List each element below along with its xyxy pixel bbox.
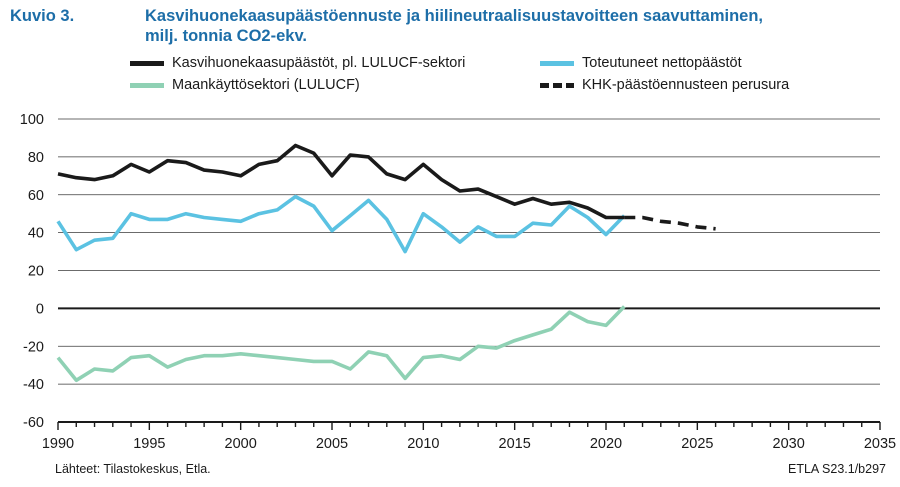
legend-item-lulucf: Maankäyttösektori (LULUCF)	[130, 77, 360, 93]
legend-swatch-lulucf	[130, 82, 164, 88]
series-line-0	[57, 143, 625, 220]
legend-label-net-emissions: Toteutuneet nettopäästöt	[582, 55, 742, 71]
y-tick-label: 0	[36, 301, 44, 317]
legend-label-ghg-excl-lulucf: Kasvihuonekaasupäästöt, pl. LULUCF-sekto…	[172, 55, 466, 71]
chart-code: ETLA S23.1/b297	[788, 462, 886, 476]
y-tick-label: 20	[28, 264, 44, 280]
chart-title: Kasvihuonekaasupäästöennuste ja hiilineu…	[145, 7, 764, 25]
x-tick-label: 2010	[407, 436, 439, 452]
legend-item-ghg-excl-lulucf: Kasvihuonekaasupäästöt, pl. LULUCF-sekto…	[130, 55, 465, 71]
legend-swatch-ghg-excl-lulucf	[130, 60, 164, 66]
x-tick-label: 2035	[864, 436, 896, 452]
source-note: Lähteet: Tilastokeskus, Etla.	[55, 462, 211, 476]
x-tick-label: 2000	[225, 436, 257, 452]
legend-item-baseline-forecast: KHK-päästöennusteen perusura	[540, 77, 789, 93]
series-line-2	[56, 305, 626, 383]
y-tick-label: -20	[23, 339, 44, 355]
x-tick-label: 1990	[42, 436, 74, 452]
legend-swatch-net-emissions	[540, 60, 574, 66]
x-tick-label: 1995	[133, 436, 165, 452]
legend-item-net-emissions: Toteutuneet nettopäästöt	[540, 55, 742, 71]
chart-subtitle: milj. tonnia CO2-ekv.	[145, 27, 307, 45]
series-line-1	[56, 194, 626, 254]
y-tick-label: 40	[28, 226, 44, 242]
series-line-3	[624, 215, 716, 231]
legend: Kasvihuonekaasupäästöt, pl. LULUCF-sekto…	[130, 55, 870, 99]
x-tick-label: 2015	[499, 436, 531, 452]
y-tick-label: -40	[23, 377, 44, 393]
x-tick-label: 2005	[316, 436, 348, 452]
legend-label-lulucf: Maankäyttösektori (LULUCF)	[172, 77, 360, 93]
x-tick-label: 2020	[590, 436, 622, 452]
figure-number: Kuvio 3.	[10, 7, 75, 25]
x-tick-label: 2025	[681, 436, 713, 452]
y-tick-label: 100	[20, 112, 44, 128]
legend-swatch-baseline-forecast	[540, 82, 574, 88]
x-tick-label: 2030	[773, 436, 805, 452]
chart-title-block: Kuvio 3. Kasvihuonekaasupäästöennuste ja…	[10, 6, 890, 46]
y-tick-label: -60	[23, 415, 44, 431]
legend-label-baseline-forecast: KHK-päästöennusteen perusura	[582, 77, 790, 93]
y-tick-label: 60	[28, 188, 44, 204]
y-tick-label: 80	[28, 150, 44, 166]
